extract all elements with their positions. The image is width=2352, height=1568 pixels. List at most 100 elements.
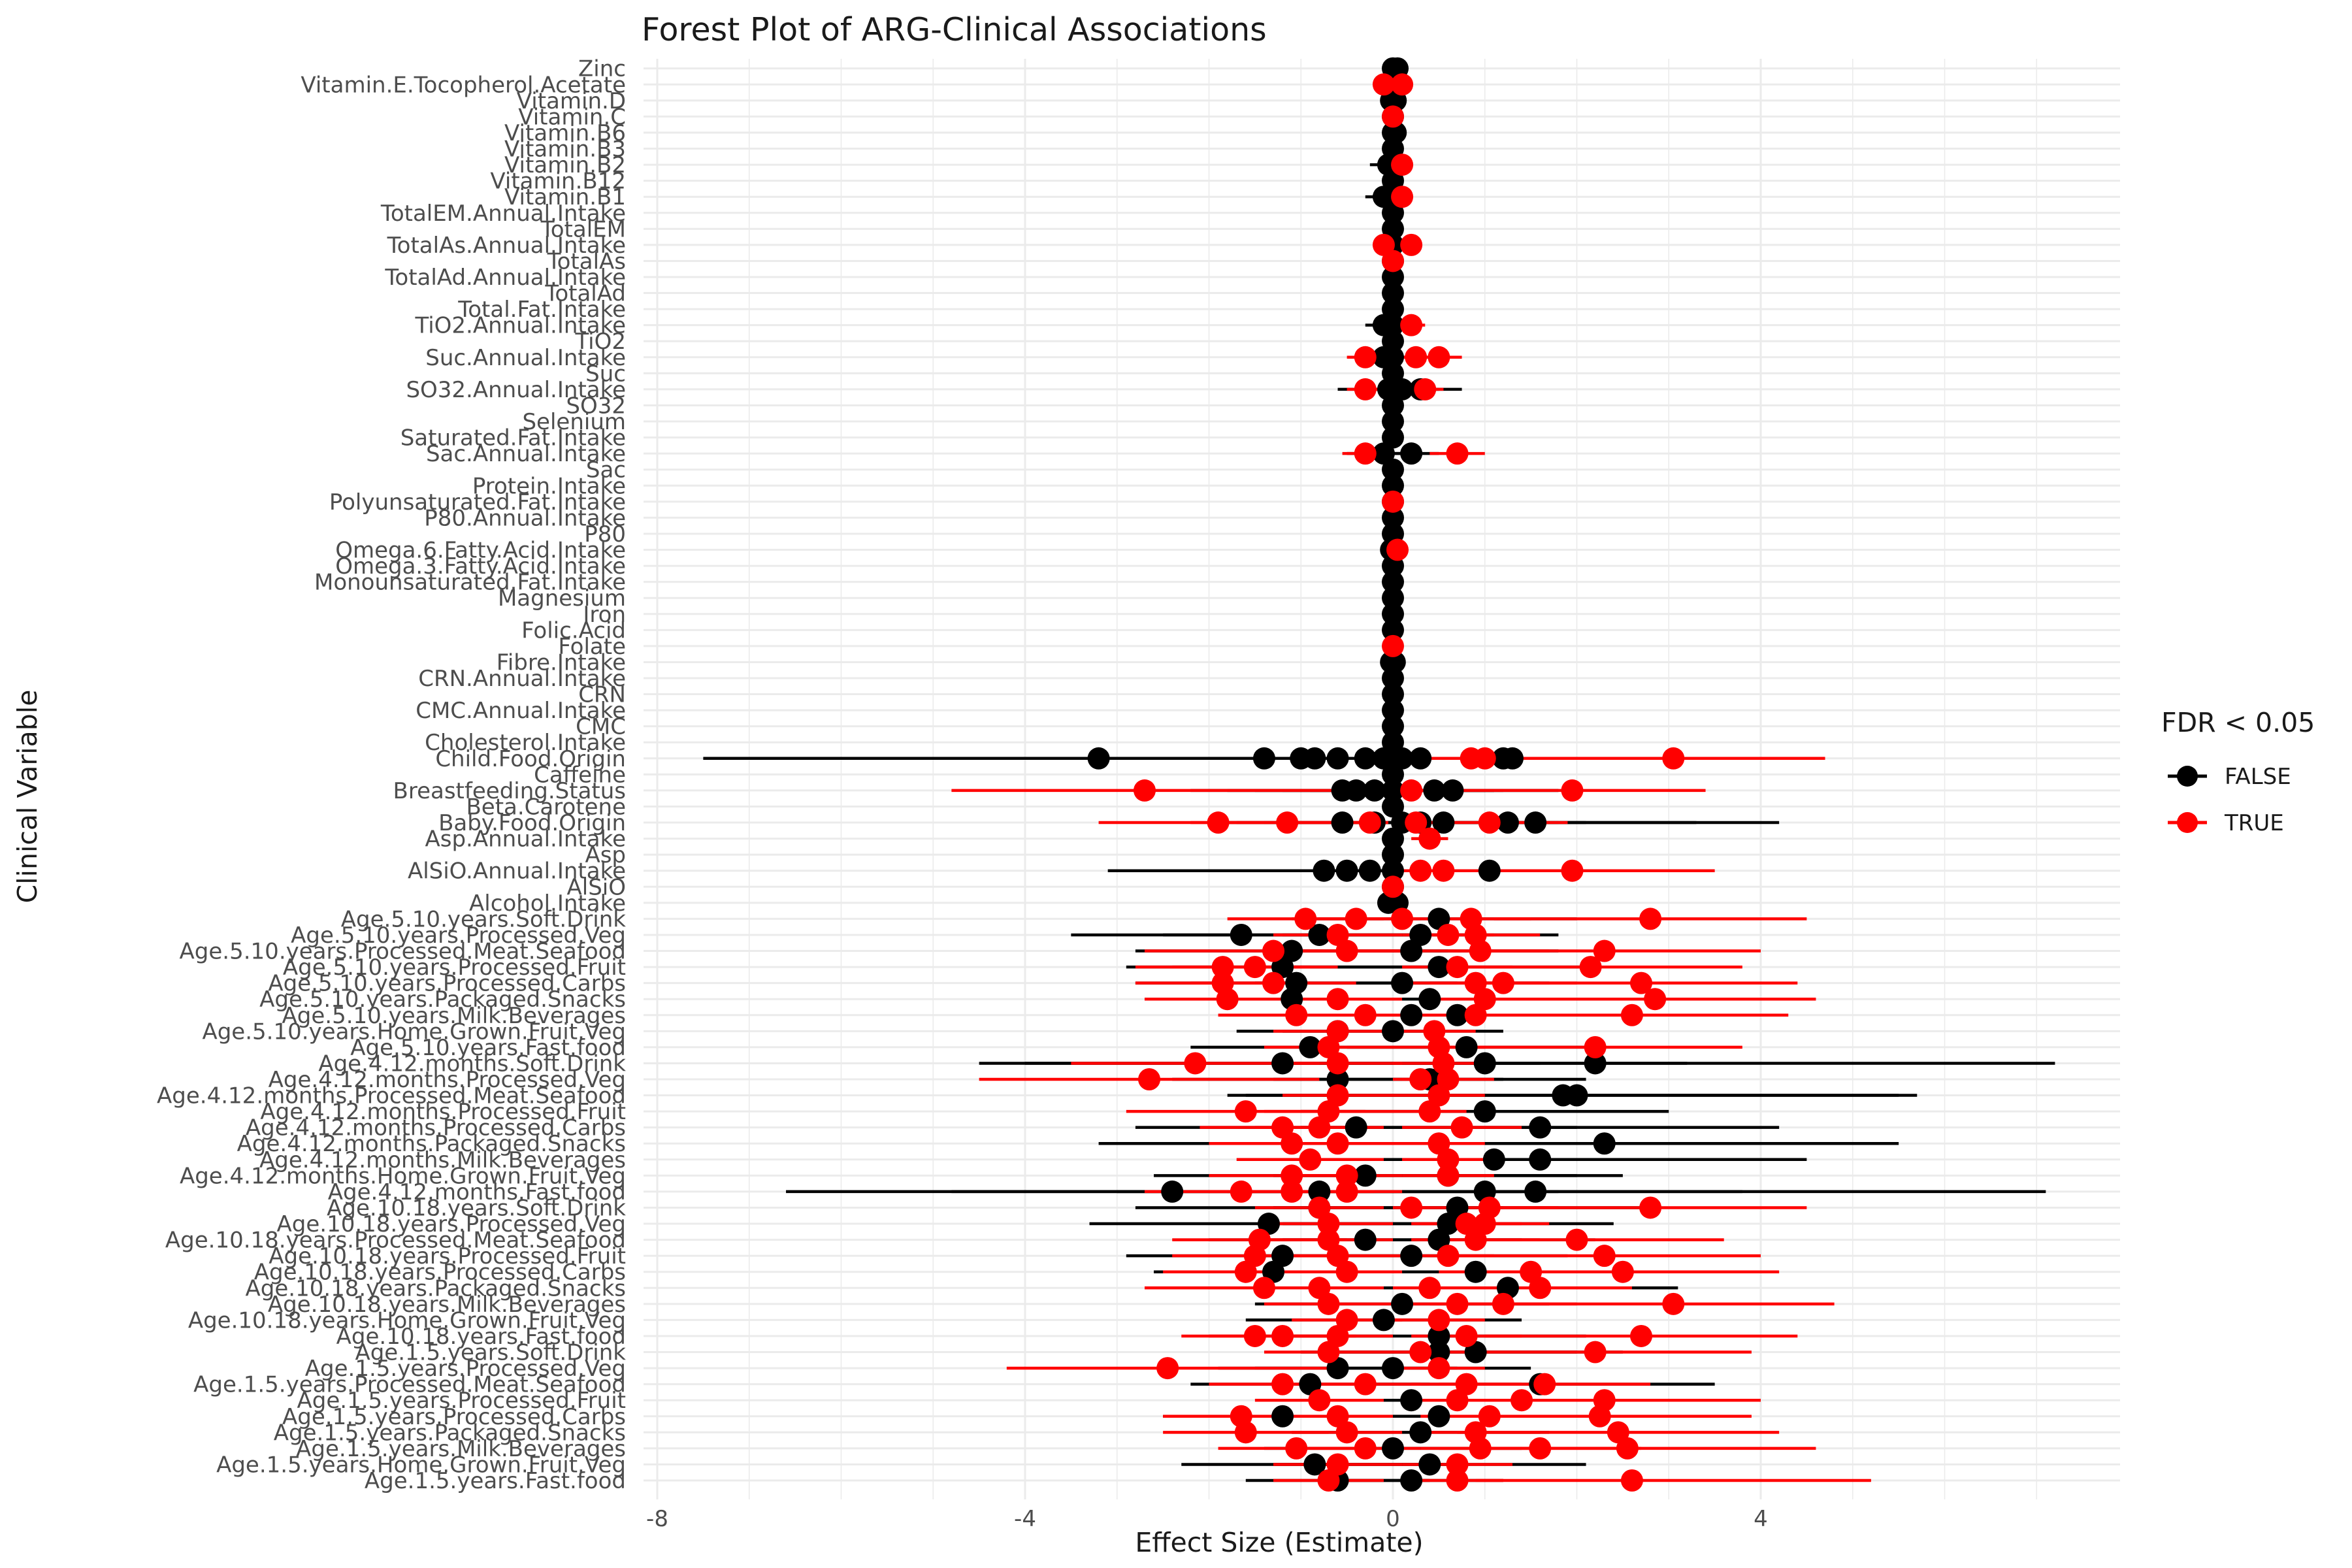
point-false — [1400, 1245, 1423, 1267]
y-tick-label: Age.1.5.years.Processed.Fruit — [297, 1388, 627, 1414]
point-true — [1428, 1357, 1450, 1380]
point-false — [1437, 1213, 1460, 1235]
y-tick-label: Age.1.5.years.Home.Grown.Fruit.Veg — [216, 1452, 626, 1478]
y-axis-title: Clinical Variable — [12, 690, 43, 904]
point-true — [1446, 1469, 1469, 1492]
point-true — [1611, 1260, 1634, 1283]
point-true — [1428, 1309, 1450, 1331]
point-false — [1400, 1469, 1423, 1492]
y-tick-label: TotalAs.Annual.Intake — [387, 233, 626, 259]
point-false — [1335, 859, 1358, 882]
point-true — [1446, 956, 1469, 979]
point-true — [1317, 1469, 1340, 1492]
y-tick-label: TotalEM — [540, 216, 626, 242]
y-tick-label: Age.1.5.years.Packaged.Snacks — [274, 1420, 626, 1446]
point-true — [1354, 1373, 1377, 1396]
point-true — [1216, 988, 1239, 1011]
point-true — [1473, 1213, 1496, 1235]
point-true — [1372, 233, 1395, 256]
point-true — [1492, 1292, 1514, 1315]
point-true — [1418, 827, 1441, 850]
point-false — [1382, 859, 1404, 882]
point-true — [1418, 1100, 1441, 1123]
point-true — [1354, 378, 1377, 400]
point-false — [1400, 1389, 1423, 1412]
point-false — [1372, 747, 1395, 770]
point-false — [1382, 763, 1404, 786]
point-true — [1391, 907, 1414, 930]
point-false — [1308, 1180, 1331, 1203]
point-true — [1317, 1213, 1340, 1235]
point-true — [1464, 1004, 1487, 1026]
y-tick-label: CRN — [578, 682, 626, 708]
y-tick-label: Age.10.18.years.Milk.Beverages — [268, 1292, 626, 1318]
legend: FDR < 0.05 FALSE TRUE — [2161, 707, 2315, 836]
point-true — [1335, 1260, 1358, 1283]
point-false — [1299, 1373, 1322, 1396]
point-true — [1473, 988, 1496, 1011]
point-false — [1354, 1228, 1377, 1251]
point-true — [1469, 1437, 1492, 1460]
point-true — [1317, 1341, 1340, 1364]
point-false — [1478, 859, 1501, 882]
y-tick-label: Asp.Annual.Intake — [425, 826, 627, 853]
point-false — [1382, 169, 1404, 192]
point-true — [1414, 378, 1437, 400]
point-false — [1271, 1245, 1294, 1267]
point-true — [1345, 907, 1367, 930]
x-tick-label: -8 — [646, 1506, 668, 1532]
point-false — [1409, 747, 1432, 770]
point-true — [1335, 939, 1358, 962]
point-false — [1331, 811, 1354, 834]
point-false — [1382, 410, 1404, 433]
point-false — [1382, 795, 1404, 818]
point-true — [1446, 1453, 1469, 1476]
point-true — [1529, 1437, 1552, 1460]
point-false — [1382, 314, 1404, 336]
y-tick-label: Child.Food.Origin — [435, 746, 626, 772]
point-true — [1326, 1405, 1349, 1428]
point-false — [1382, 282, 1404, 304]
point-true — [1630, 972, 1653, 994]
point-true — [1446, 1389, 1469, 1412]
point-true — [1372, 73, 1395, 96]
y-tick-label: Age.5.10.years.Packaged.Snacks — [259, 987, 626, 1013]
point-false — [1529, 1116, 1552, 1139]
point-false — [1428, 1405, 1450, 1428]
y-tick-label: Age.4.12.months.Processed.Fruit — [260, 1099, 626, 1125]
point-false — [1482, 1148, 1505, 1171]
point-true — [1243, 1324, 1266, 1347]
point-true — [1276, 811, 1299, 834]
point-true — [1409, 1341, 1432, 1364]
point-true — [1437, 923, 1460, 946]
point-true — [1234, 1260, 1257, 1283]
point-false — [1382, 218, 1404, 240]
y-tick-label: Age.1.5.years.Fast.food — [365, 1468, 626, 1494]
point-true — [1184, 1052, 1207, 1075]
point-false — [1524, 811, 1547, 834]
point-true — [1326, 1132, 1349, 1155]
point-true — [1308, 1116, 1331, 1139]
point-true — [1138, 1068, 1161, 1090]
legend-title: FDR < 0.05 — [2161, 707, 2315, 738]
point-true — [1281, 1132, 1303, 1155]
point-true — [1662, 747, 1685, 770]
y-tick-label: Vitamin.B6 — [504, 120, 626, 146]
legend-label-true: TRUE — [2224, 810, 2284, 836]
point-true — [1243, 956, 1266, 979]
point-false — [1473, 1052, 1496, 1075]
point-true — [1326, 1324, 1349, 1347]
y-tick-label: Age.4.12.months.Processed.Veg — [269, 1067, 626, 1093]
point-false — [1496, 811, 1519, 834]
y-tick-label: Total.Fat.Intake — [457, 297, 626, 323]
point-true — [1326, 1052, 1349, 1075]
point-true — [1400, 314, 1423, 336]
point-true — [1469, 939, 1492, 962]
point-true — [1382, 250, 1404, 272]
point-true — [1533, 1373, 1556, 1396]
point-false — [1382, 827, 1404, 850]
point-true — [1584, 1341, 1607, 1364]
y-tick-label: Monounsaturated.Fat.Intake — [314, 570, 626, 596]
point-true — [1511, 1389, 1533, 1412]
